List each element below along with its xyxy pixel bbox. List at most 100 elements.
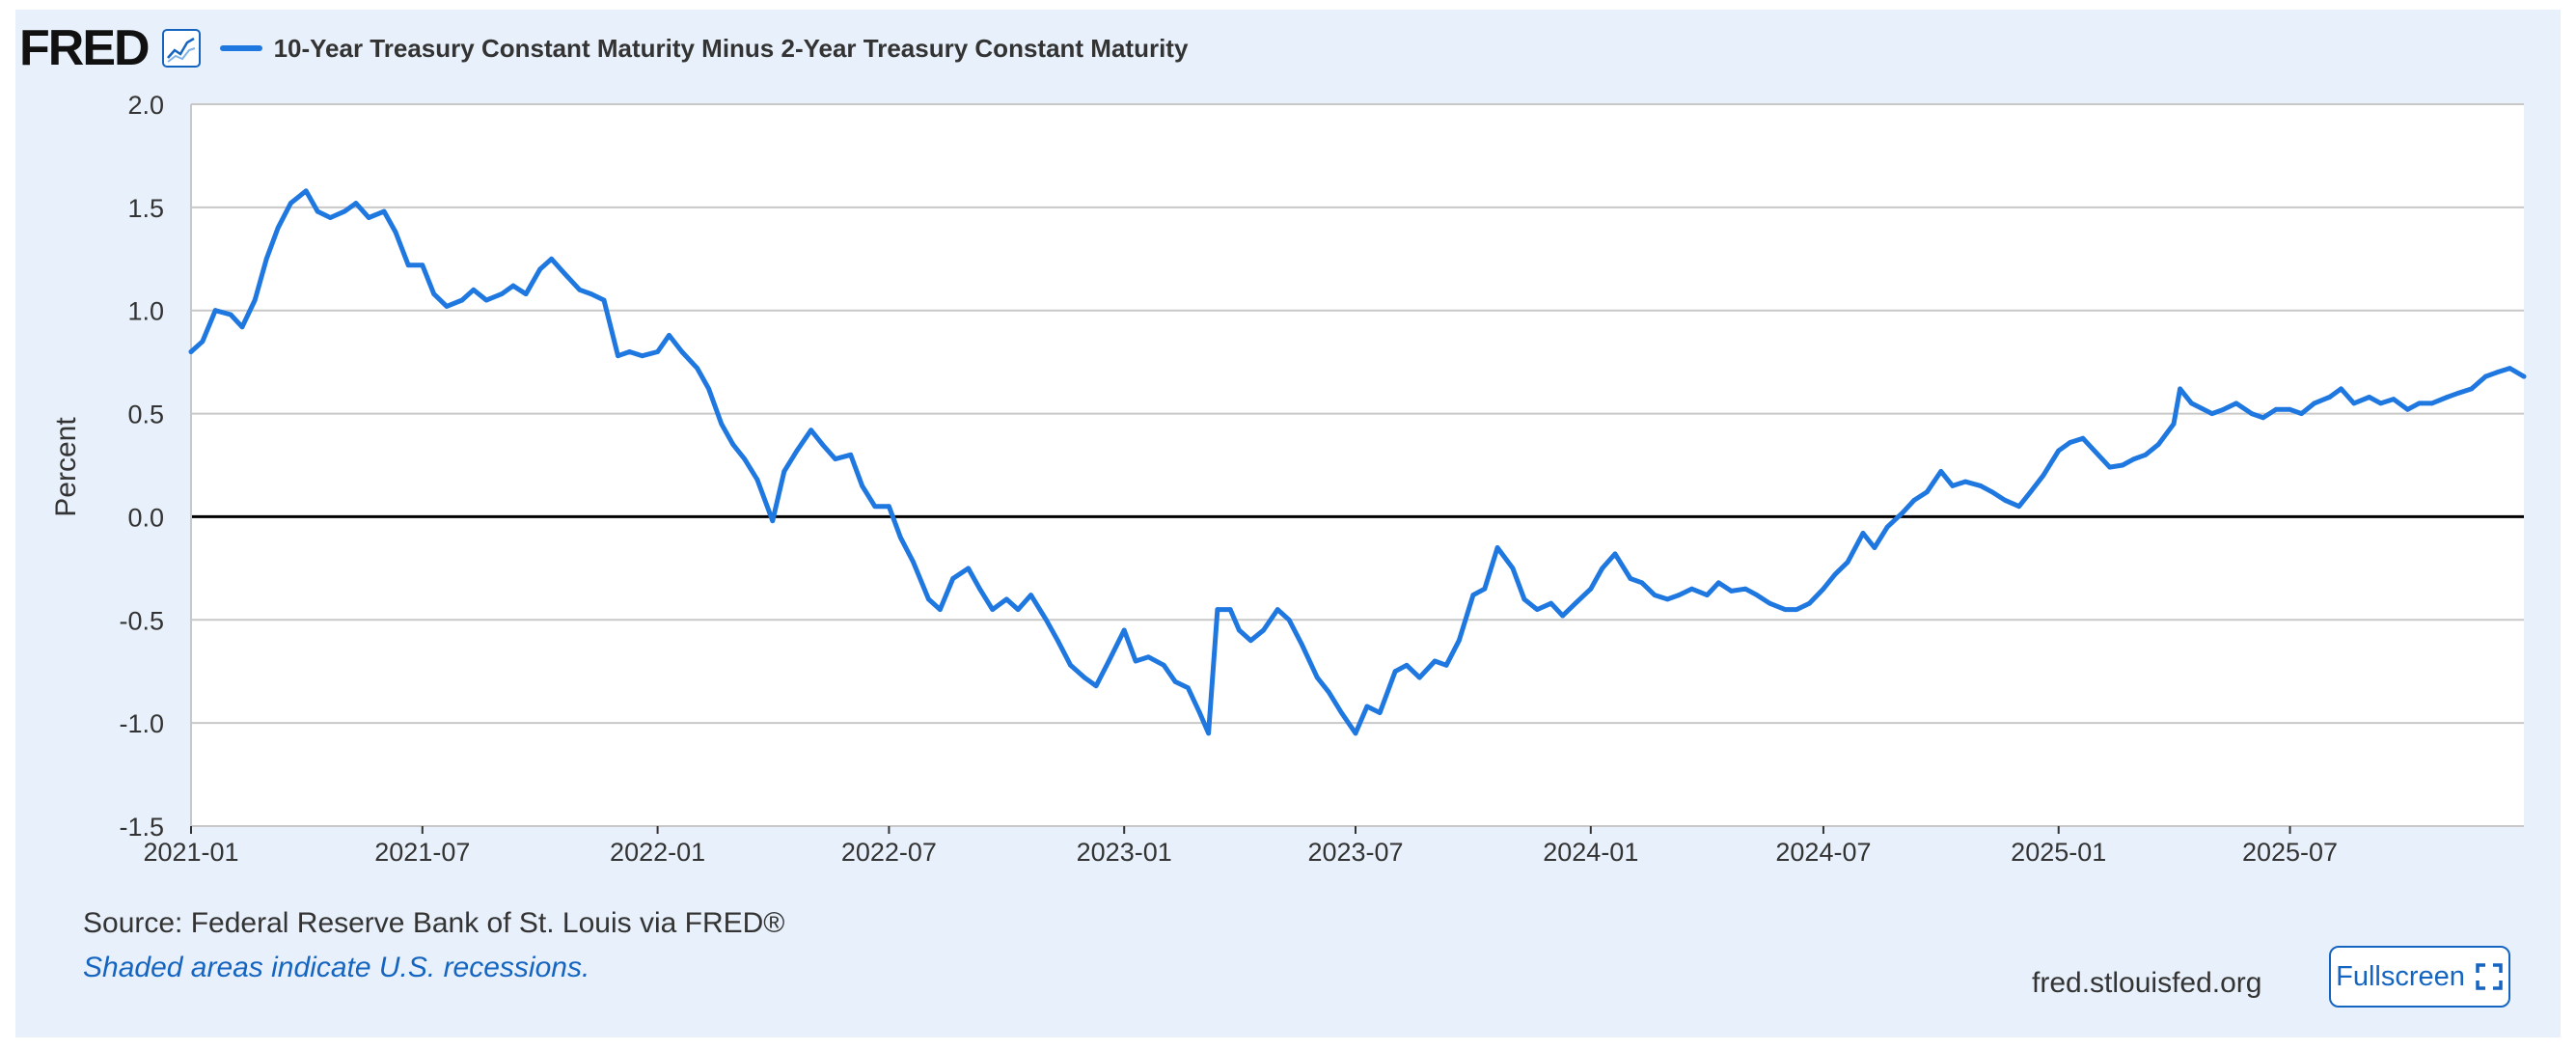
y-tick-label: -1.5 — [119, 813, 164, 842]
data-point — [1628, 576, 1633, 581]
data-point — [977, 586, 982, 592]
data-point — [833, 456, 838, 461]
data-point — [2378, 401, 2384, 406]
data-point — [2469, 386, 2475, 392]
data-point — [1950, 484, 1956, 488]
data-point — [562, 270, 567, 276]
data-point — [990, 607, 996, 612]
data-point — [966, 566, 971, 571]
data-point — [2107, 464, 2113, 470]
source-text: Source: Federal Reserve Bank of St. Loui… — [83, 907, 785, 939]
data-point — [2131, 456, 2137, 461]
data-point — [2312, 401, 2317, 406]
data-point — [770, 518, 776, 524]
data-point — [1392, 669, 1398, 675]
data-point — [2288, 406, 2292, 412]
site-url[interactable]: fred.stlouisfed.org — [2032, 967, 2262, 999]
data-point — [2445, 395, 2450, 400]
data-point — [926, 596, 931, 602]
data-point — [1432, 658, 1438, 664]
data-point — [471, 287, 477, 292]
data-point — [1600, 566, 1605, 571]
line-graph-icon[interactable] — [161, 29, 201, 68]
data-point — [252, 297, 258, 303]
data-point — [887, 504, 891, 510]
data-point — [2209, 411, 2215, 416]
fullscreen-button-label: Fullscreen — [2336, 960, 2465, 992]
data-point — [2233, 401, 2239, 406]
data-point — [640, 353, 645, 359]
legend-swatch — [219, 45, 262, 51]
data-point — [742, 456, 748, 461]
data-point — [1416, 675, 1422, 680]
data-point — [1339, 710, 1344, 715]
data-point — [1900, 510, 1905, 515]
x-tick-label: 2024-07 — [1775, 838, 1871, 867]
data-point — [2189, 401, 2194, 406]
data-point — [719, 421, 725, 427]
data-point — [1560, 613, 1566, 619]
y-tick-label: 0.0 — [127, 503, 164, 532]
data-point — [1215, 607, 1220, 612]
data-point — [1470, 593, 1476, 597]
data-point — [1286, 617, 1292, 622]
fullscreen-button[interactable]: Fullscreen — [2329, 946, 2510, 1008]
data-point — [2249, 411, 2255, 416]
data-point — [2429, 401, 2435, 406]
data-point — [577, 287, 583, 292]
data-point — [1146, 654, 1151, 660]
data-point — [1742, 586, 1748, 592]
data-point — [781, 469, 787, 474]
data-point — [848, 452, 854, 457]
recession-note: Shaded areas indicate U.S. recessions. — [83, 952, 590, 983]
data-point — [1314, 675, 1320, 680]
data-point — [1248, 638, 1253, 644]
data-point — [2339, 386, 2343, 392]
data-point — [679, 349, 685, 354]
data-point — [2056, 448, 2062, 454]
data-point — [1326, 689, 1331, 695]
data-point — [1588, 586, 1594, 592]
fred-logo[interactable]: FRED — [19, 20, 151, 76]
data-point — [872, 504, 878, 510]
data-point — [1015, 607, 1021, 612]
data-point — [523, 291, 529, 296]
data-point — [1206, 731, 1211, 736]
data-point — [342, 208, 347, 214]
data-point — [353, 201, 359, 207]
data-point — [2120, 462, 2125, 468]
data-point — [2494, 370, 2500, 375]
data-point — [510, 283, 516, 289]
data-point — [1494, 545, 1500, 550]
data-point — [1443, 662, 1449, 668]
data-point — [1261, 627, 1266, 633]
data-point — [1510, 566, 1516, 571]
data-point — [2016, 504, 2022, 510]
series-title: 10-Year Treasury Constant Maturity Minus… — [273, 33, 1189, 63]
data-point — [549, 256, 554, 262]
data-point — [1300, 642, 1304, 648]
data-point — [1364, 704, 1370, 709]
data-point — [754, 477, 760, 483]
data-point — [1821, 586, 1826, 592]
data-point — [1782, 607, 1788, 612]
data-point — [1938, 469, 1944, 474]
data-point — [420, 262, 425, 268]
data-point — [1924, 489, 1930, 495]
y-tick-label: 0.5 — [127, 401, 164, 429]
data-point — [1911, 497, 1917, 503]
data-point — [1664, 596, 1670, 602]
data-point — [2482, 373, 2488, 379]
data-point — [2261, 415, 2266, 421]
x-tick-label: 2022-07 — [841, 838, 937, 867]
chart-header: FRED 10-Year Treasury Constant Maturity … — [19, 21, 1188, 75]
data-point — [1860, 531, 1866, 536]
data-point — [2351, 401, 2357, 406]
data-point — [393, 230, 398, 235]
x-tick-label: 2024-01 — [1543, 838, 1638, 867]
data-point — [1989, 489, 1995, 495]
data-point — [1767, 600, 1772, 606]
data-point — [1978, 484, 1984, 488]
data-point — [2096, 452, 2101, 457]
